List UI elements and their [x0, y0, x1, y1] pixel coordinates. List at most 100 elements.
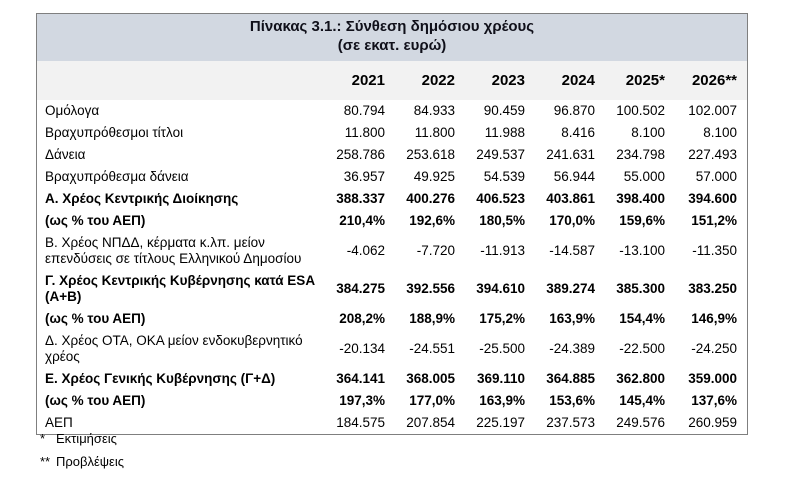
- value-cell: -24.389: [549, 340, 595, 356]
- year-header-row: 2021 2022 2023 2024 2025* 2026**: [37, 60, 747, 100]
- value-cell: -4.062: [346, 242, 385, 258]
- value-cell: 159,6%: [619, 212, 665, 228]
- value-cell: 364.141: [336, 370, 385, 386]
- row-label: (ως % του ΑΕΠ): [45, 212, 146, 228]
- value-cell: 192,6%: [409, 212, 455, 228]
- value-cell: 84.933: [413, 102, 455, 118]
- footnotes: * Εκτιμήσεις ** Προβλέψεις: [40, 431, 124, 477]
- value-cell: 154,4%: [619, 310, 665, 326]
- table-row: Βραχυπρόθεσμοι τίτλοι 11.800 11.800 11.988 8…: [37, 122, 747, 144]
- value-cell: 11.800: [344, 124, 385, 140]
- value-cell: 11.800: [414, 124, 455, 140]
- value-cell: 249.576: [616, 414, 665, 430]
- value-cell: 146,9%: [691, 310, 737, 326]
- table-subtitle: (σε εκατ. ευρώ): [337, 36, 447, 54]
- row-label: Β. Χρέος ΝΠΔΔ, κέρματα κ.λπ. μείον επενδ…: [45, 234, 302, 266]
- table-row: Γ. Χρέος Κεντρικής Κυβέρνησης κατά ESA (…: [37, 270, 747, 308]
- year-column-header: 2024: [535, 60, 605, 100]
- value-cell: 398.400: [616, 190, 665, 206]
- year-column-header: 2026**: [675, 60, 747, 100]
- value-cell: 170,0%: [549, 212, 595, 228]
- value-cell: 56.944: [553, 168, 595, 184]
- table-row: ΑΕΠ 184.575 207.854 225.197 237.573 249.576 26…: [37, 412, 747, 434]
- value-cell: 36.957: [343, 168, 385, 184]
- row-label: Βραχυπρόθεσμοι τίτλοι: [45, 124, 184, 140]
- value-cell: 57.000: [695, 168, 737, 184]
- footnote-marker: *: [40, 431, 46, 446]
- value-cell: -25.500: [479, 340, 525, 356]
- value-cell: 80.794: [343, 102, 385, 118]
- table-row: Ομόλογα 80.794 84.933 90.459 96.870 100.502 10…: [37, 100, 747, 122]
- table-title-bar: Πίνακας 3.1.: Σύνθεση δημόσιου χρέους (σ…: [37, 14, 747, 61]
- year-column-header: 2023: [465, 60, 535, 100]
- debt-composition-table: 2021 2022 2023 2024 2025* 2026** Ομόλογα 80.79…: [37, 60, 747, 434]
- row-label: Α. Χρέος Κεντρικής Διοίκησης: [45, 190, 239, 206]
- year-column-header: 2021: [325, 60, 395, 100]
- value-cell: 151,2%: [691, 212, 737, 228]
- value-cell: 383.250: [688, 280, 737, 296]
- row-label: ΑΕΠ: [45, 414, 73, 430]
- value-cell: -22.500: [619, 340, 665, 356]
- value-cell: -7.720: [416, 242, 455, 258]
- value-cell: 55.000: [623, 168, 665, 184]
- row-label: Γ. Χρέος Κεντρικής Κυβέρνησης κατά ESA (…: [45, 272, 315, 304]
- value-cell: 175,2%: [479, 310, 525, 326]
- value-cell: 184.575: [336, 414, 385, 430]
- value-cell: 8.100: [703, 124, 737, 140]
- value-cell: 400.276: [406, 190, 455, 206]
- row-label: Βραχυπρόθεσμα δάνεια: [45, 168, 189, 184]
- value-cell: 359.000: [688, 370, 737, 386]
- value-cell: -20.134: [339, 340, 385, 356]
- value-cell: 364.885: [546, 370, 595, 386]
- table-row: Δ. Χρέος ΟΤΑ, ΟΚΑ μείον ενδοκυβερνητικό …: [37, 330, 747, 368]
- value-cell: 253.618: [406, 146, 455, 162]
- table-row: Δάνεια 258.786 253.618 249.537 241.631 234.79…: [37, 144, 747, 166]
- value-cell: 102.007: [688, 102, 737, 118]
- year-column-header: 2025*: [605, 60, 675, 100]
- value-cell: 8.100: [631, 124, 665, 140]
- value-cell: -14.587: [549, 242, 595, 258]
- table-row: Α. Χρέος Κεντρικής Διοίκησης 388.337 400.2…: [37, 188, 747, 210]
- value-cell: 403.861: [546, 190, 595, 206]
- value-cell: 210,4%: [339, 212, 385, 228]
- value-cell: 177,0%: [409, 392, 455, 408]
- value-cell: 197,3%: [339, 392, 385, 408]
- footnote-line: * Εκτιμήσεις: [40, 431, 124, 447]
- value-cell: 388.337: [336, 190, 385, 206]
- table-row: (ως % του ΑΕΠ) 210,4% 192,6% 180,5% 170,0% 15…: [37, 210, 747, 232]
- year-column-header: 2022: [395, 60, 465, 100]
- footnote-line: ** Προβλέψεις: [40, 454, 124, 470]
- row-label: Δάνεια: [45, 146, 86, 162]
- row-label: Ε. Χρέος Γενικής Κυβέρνησης (Γ+Δ): [45, 370, 276, 386]
- value-cell: 163,9%: [549, 310, 595, 326]
- value-cell: 163,9%: [479, 392, 525, 408]
- value-cell: 145,4%: [619, 392, 665, 408]
- value-cell: 137,6%: [691, 392, 737, 408]
- value-cell: 406.523: [476, 190, 525, 206]
- table-row: (ως % του ΑΕΠ) 197,3% 177,0% 163,9% 153,6% 14…: [37, 390, 747, 412]
- value-cell: 394.600: [688, 190, 737, 206]
- value-cell: 188,9%: [409, 310, 455, 326]
- row-label-column-header: [37, 60, 325, 100]
- value-cell: 54.539: [483, 168, 525, 184]
- value-cell: 100.502: [616, 102, 665, 118]
- value-cell: 227.493: [688, 146, 737, 162]
- footnote-text: Εκτιμήσεις: [56, 431, 117, 446]
- value-cell: 49.925: [413, 168, 455, 184]
- value-cell: -24.551: [409, 340, 455, 356]
- footnote-text: Προβλέψεις: [56, 454, 125, 469]
- value-cell: 234.798: [616, 146, 665, 162]
- value-cell: 11.988: [484, 124, 525, 140]
- value-cell: 237.573: [546, 414, 595, 430]
- value-cell: 394.610: [476, 280, 525, 296]
- value-cell: 241.631: [546, 146, 595, 162]
- value-cell: 260.959: [688, 414, 737, 430]
- table-title: Πίνακας 3.1.: Σύνθεση δημόσιου χρέους: [249, 18, 535, 35]
- value-cell: -11.350: [692, 242, 737, 258]
- value-cell: 368.005: [406, 370, 455, 386]
- value-cell: -13.100: [619, 242, 665, 258]
- value-cell: -11.913: [480, 242, 525, 258]
- value-cell: 249.537: [476, 146, 525, 162]
- table-row: Βραχυπρόθεσμα δάνεια 36.957 49.925 54.539 56…: [37, 166, 747, 188]
